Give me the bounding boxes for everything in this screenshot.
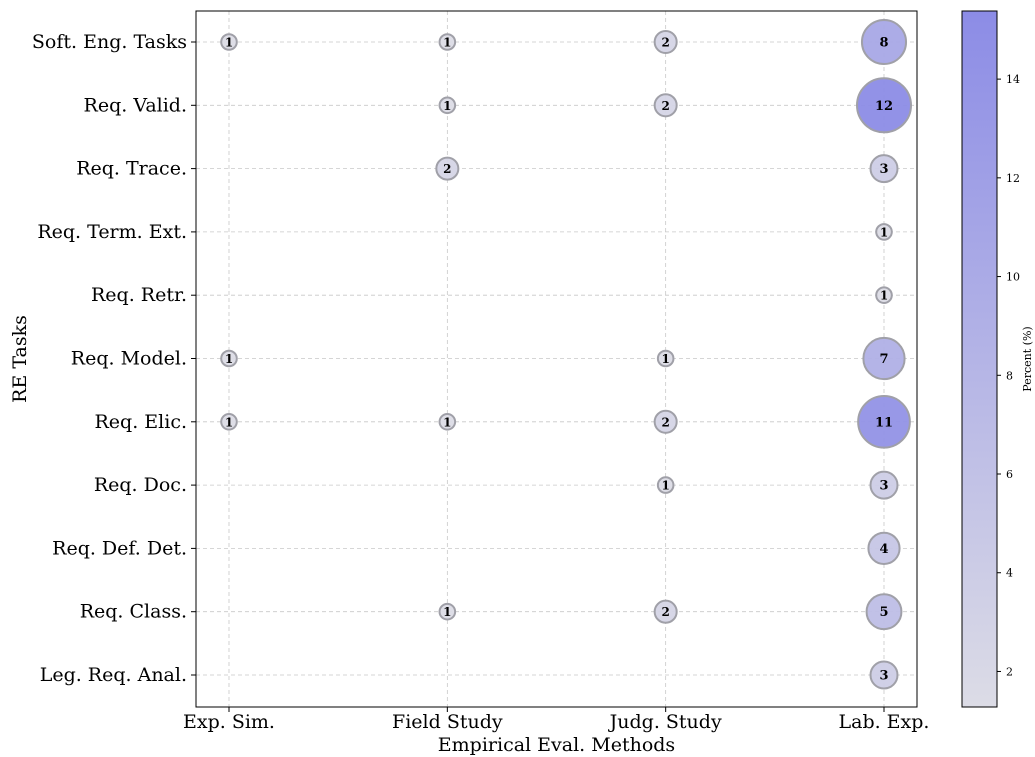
bubble [867, 531, 901, 565]
bubble-label: 1 [443, 605, 451, 619]
bubble [438, 96, 457, 115]
bubble-label: 2 [661, 99, 669, 113]
y-tick-label: Req. Valid. [84, 94, 187, 116]
bubble [857, 394, 911, 449]
y-tick-label: Req. Retr. [91, 284, 187, 306]
bubble [220, 33, 238, 51]
y-tick-label: Req. Trace. [76, 158, 187, 180]
bubble-label: 2 [661, 36, 669, 50]
y-tick-label: Soft. Eng. Tasks [32, 31, 187, 53]
bubble-label: 3 [879, 479, 888, 494]
colorbar-tick-label: 10 [1006, 271, 1020, 284]
bubble [875, 286, 893, 304]
bubble-label: 2 [661, 415, 669, 429]
bubble-label: 11 [875, 415, 893, 430]
x-tick-label: Field Study [392, 711, 503, 733]
bubble [656, 476, 675, 494]
bubble [438, 33, 457, 51]
bubble-label: 3 [879, 669, 888, 684]
plot-frame [195, 10, 918, 708]
grid-lines [196, 11, 917, 707]
bubble [865, 593, 903, 631]
bubble-label: 1 [225, 36, 233, 50]
bubble-label: 2 [443, 162, 451, 176]
y-tick-label: Req. Term. Ext. [37, 221, 187, 243]
bubble [860, 18, 908, 66]
y-tick-label: Req. Elic. [95, 411, 188, 433]
colorbar-ticks: 2 4 6 8 10 12 14 [997, 73, 1020, 678]
bubble [653, 409, 678, 434]
bubble-label: 3 [879, 162, 888, 177]
bubble [869, 470, 899, 500]
colorbar-tick-label: 8 [1006, 369, 1013, 382]
bubble-label: 12 [875, 99, 893, 114]
bubble-label: 1 [443, 99, 451, 113]
colorbar-tick-label: 2 [1006, 665, 1013, 678]
colorbar-gradient [961, 10, 998, 708]
bubble-label: 4 [879, 542, 888, 557]
colorbar-tick-label: 12 [1006, 172, 1020, 185]
bubble [875, 223, 893, 241]
bubble-label: 1 [443, 36, 451, 50]
x-tick-label: Exp. Sim. [183, 711, 275, 733]
y-tick-label: Leg. Req. Anal. [40, 664, 187, 686]
bubble [656, 349, 675, 368]
y-axis: Soft. Eng. Tasks Req. Valid. Req. Trace. Re… [32, 31, 196, 686]
colorbar-tick-label: 4 [1006, 567, 1013, 580]
bubble-label: 5 [879, 605, 888, 620]
bubble-label: 1 [880, 289, 888, 303]
bubble [862, 336, 906, 381]
bubble-label: 8 [879, 36, 888, 51]
bubble-label: 1 [880, 225, 888, 239]
bubble [438, 413, 457, 431]
colorbar: 2 4 6 8 10 12 14 Percent (%) [961, 10, 1034, 708]
colorbar-tick-label: 14 [1006, 73, 1020, 86]
colorbar-tick-label: 6 [1006, 468, 1013, 481]
x-axis: Exp. Sim. Field Study Judg. Study Lab. Exp. [183, 707, 929, 733]
bubble [438, 602, 457, 621]
bubble-label: 1 [225, 415, 233, 429]
y-axis-title: RE Tasks [9, 315, 31, 403]
bubble [869, 660, 899, 690]
bubble-label: 1 [443, 415, 451, 429]
bubble [220, 349, 238, 368]
bubble [220, 413, 238, 431]
y-tick-label: Req. Model. [71, 348, 187, 370]
x-tick-label: Lab. Exp. [839, 711, 930, 733]
bubble-label: 1 [225, 352, 233, 366]
bubble-label: 2 [661, 605, 669, 619]
bubble-label: 1 [661, 352, 669, 366]
bubble [653, 29, 678, 55]
bubble-label: 7 [879, 352, 888, 367]
y-tick-label: Req. Class. [80, 601, 187, 623]
bubble [435, 156, 460, 181]
colorbar-title: Percent (%) [1021, 326, 1034, 391]
bubble [869, 154, 899, 184]
bubble [856, 77, 912, 134]
bubble [653, 93, 678, 118]
y-tick-label: Req. Doc. [94, 474, 187, 496]
y-tick-label: Req. Def. Det. [52, 537, 187, 559]
bubble-label: 1 [661, 479, 669, 493]
x-tick-label: Judg. Study [608, 711, 722, 733]
x-axis-title: Empirical Eval. Methods [438, 734, 675, 756]
bubble [653, 599, 678, 624]
